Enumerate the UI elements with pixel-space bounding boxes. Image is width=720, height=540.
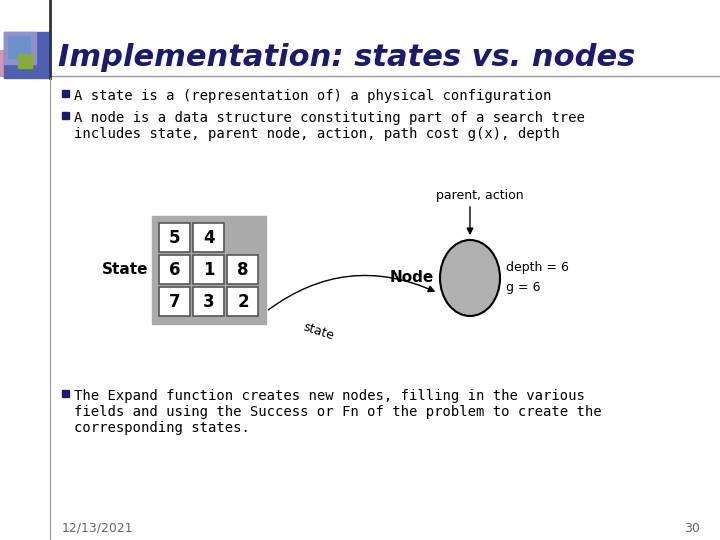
Text: state: state: [301, 321, 335, 343]
Text: 30: 30: [684, 522, 700, 535]
Bar: [227, 255, 258, 284]
Text: 4: 4: [203, 229, 215, 247]
Text: The Expand function creates new nodes, filling in the various: The Expand function creates new nodes, f…: [74, 389, 585, 403]
Text: 12/13/2021: 12/13/2021: [62, 522, 134, 535]
Text: 1: 1: [203, 261, 215, 279]
Bar: [4, 32, 36, 64]
Text: 7: 7: [169, 293, 181, 311]
Text: 5: 5: [169, 229, 181, 247]
Bar: [0, 50, 28, 76]
Bar: [193, 287, 224, 316]
Bar: [8, 36, 30, 58]
Bar: [193, 255, 224, 284]
Ellipse shape: [440, 240, 500, 316]
Text: fields and using the Success or Fn of the problem to create the: fields and using the Success or Fn of th…: [74, 405, 602, 419]
Text: corresponding states.: corresponding states.: [74, 421, 250, 435]
Text: A state is a (representation of) a physical configuration: A state is a (representation of) a physi…: [74, 89, 552, 103]
Text: 8: 8: [238, 261, 248, 279]
Text: A node is a data structure constituting part of a search tree: A node is a data structure constituting …: [74, 111, 585, 125]
Text: State: State: [102, 262, 148, 278]
Bar: [4, 32, 50, 78]
Text: 6: 6: [169, 261, 181, 279]
Text: depth = 6: depth = 6: [506, 261, 569, 274]
Bar: [152, 216, 266, 324]
Bar: [18, 54, 32, 68]
Bar: [193, 223, 224, 252]
Text: parent, action: parent, action: [436, 189, 524, 202]
Text: includes state, parent node, action, path cost g(x), depth: includes state, parent node, action, pat…: [74, 127, 559, 141]
Bar: [159, 223, 190, 252]
Bar: [62, 390, 69, 397]
Text: 2: 2: [237, 293, 249, 311]
Text: Implementation: states vs. nodes: Implementation: states vs. nodes: [58, 44, 635, 72]
Bar: [227, 223, 258, 252]
Bar: [62, 90, 69, 97]
Text: Node: Node: [390, 271, 434, 286]
Bar: [159, 287, 190, 316]
Bar: [159, 255, 190, 284]
Text: 3: 3: [203, 293, 215, 311]
Text: g = 6: g = 6: [506, 281, 541, 294]
Bar: [62, 112, 69, 119]
Bar: [227, 287, 258, 316]
